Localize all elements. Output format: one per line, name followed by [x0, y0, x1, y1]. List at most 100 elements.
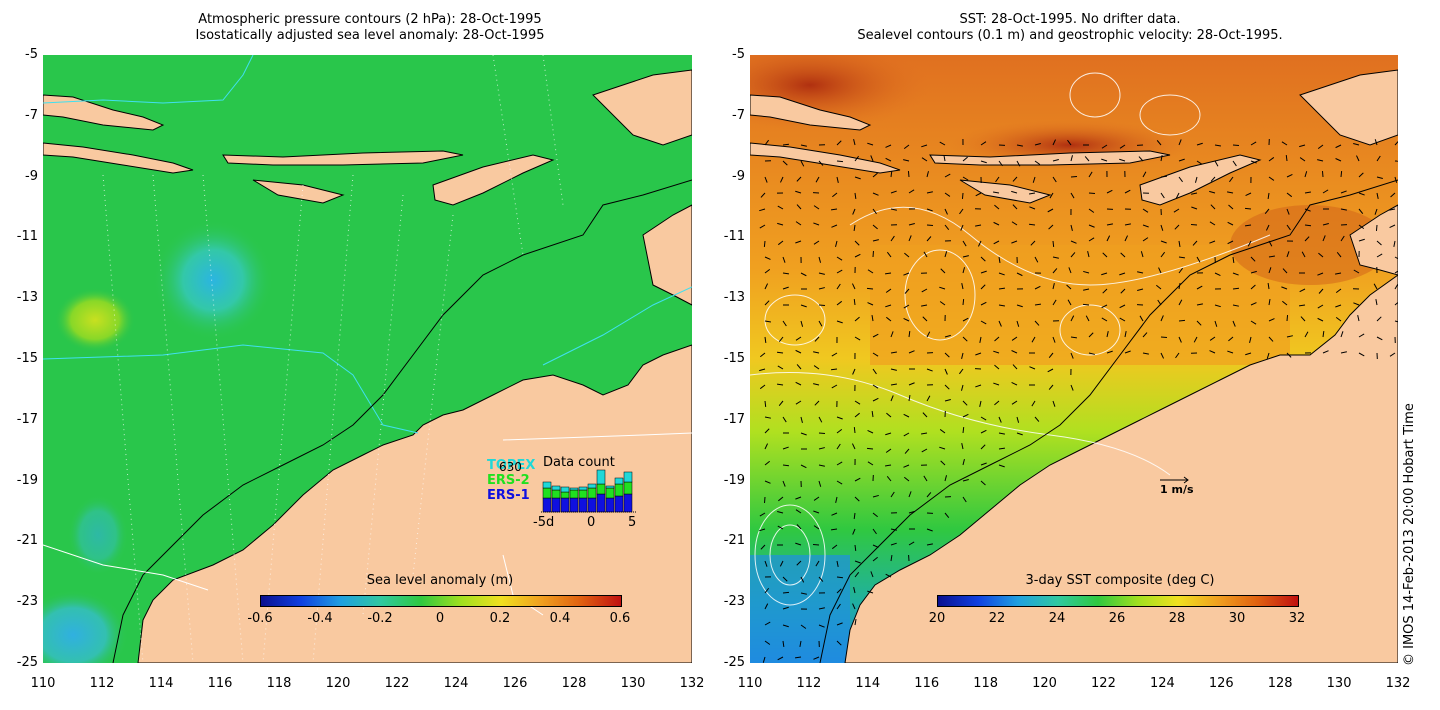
left-x-tick: 130 [620, 676, 646, 691]
velocity-arrow [1232, 304, 1239, 307]
velocity-arrow [994, 364, 1000, 370]
velocity-arrow [980, 462, 987, 466]
velocity-arrow [851, 443, 856, 450]
velocity-arrow [904, 448, 910, 454]
velocity-arrow [796, 560, 802, 566]
velocity-arrow [832, 192, 838, 198]
velocity-arrow [903, 272, 910, 276]
velocity-arrow [818, 287, 825, 290]
velocity-arrow [1119, 317, 1126, 322]
velocity-arrow [1102, 252, 1108, 258]
velocity-arrow [1160, 315, 1164, 322]
data-count-bar [578, 489, 588, 499]
velocity-arrow [1374, 139, 1378, 146]
velocity-arrow [800, 576, 805, 583]
velocity-arrow [1196, 142, 1203, 146]
australia-landmass [137, 344, 692, 663]
right-y-tick: -15 [723, 351, 745, 366]
velocity-arrow [908, 382, 915, 386]
velocity-arrow [1034, 160, 1041, 165]
data-count-bar [569, 487, 579, 491]
velocity-arrow [782, 272, 790, 275]
velocity-arrow [836, 416, 843, 420]
velocity-arrow [1160, 175, 1168, 178]
right-colorbar-tick: 30 [1228, 611, 1246, 626]
velocity-arrow [1070, 384, 1074, 391]
velocity-arrow [926, 224, 934, 227]
velocity-arrow [1088, 352, 1095, 355]
velocity-arrow [921, 288, 928, 293]
velocity-arrow [921, 448, 928, 453]
velocity-arrow [764, 139, 770, 146]
velocity-arrow [890, 170, 893, 178]
velocity-arrow [1101, 272, 1108, 276]
velocity-arrow [1178, 283, 1181, 290]
velocity-arrow [836, 256, 843, 261]
velocity-arrow [908, 222, 915, 226]
velocity-arrow [1394, 301, 1398, 306]
velocity-arrow [962, 336, 968, 342]
velocity-arrow [1011, 221, 1018, 226]
velocity-arrow [759, 208, 766, 212]
velocity-arrow [1358, 208, 1364, 214]
left-x-tick: 110 [30, 676, 56, 691]
velocity-arrow [1281, 286, 1288, 290]
velocity-arrow [764, 176, 768, 183]
velocity-arrow [866, 287, 874, 290]
velocity-arrow [1358, 333, 1365, 338]
velocity-arrow [764, 603, 769, 610]
velocity-arrow [944, 251, 948, 258]
velocity-arrow [1191, 192, 1198, 195]
velocity-arrow [1318, 288, 1324, 294]
velocity-arrow [1340, 331, 1344, 338]
velocity-arrow [1088, 208, 1095, 213]
velocity-arrow [1174, 224, 1180, 230]
velocity-arrow [777, 510, 784, 514]
velocity-arrow [764, 416, 771, 419]
velocity-arrow [782, 576, 788, 582]
velocity-arrow [814, 336, 820, 342]
velocity-arrow [1070, 192, 1075, 199]
velocity-arrow [998, 304, 1005, 307]
velocity-arrow [795, 221, 802, 226]
data-count-bar [596, 469, 606, 485]
velocity-arrow [1210, 204, 1216, 210]
velocity-arrow [1196, 303, 1203, 306]
velocity-arrow [1047, 368, 1054, 373]
velocity-arrow [962, 267, 966, 274]
velocity-arrow [872, 224, 878, 230]
velocity-arrow [1101, 144, 1108, 149]
velocity-arrow [1232, 272, 1239, 276]
velocity-arrow [1178, 158, 1185, 162]
velocity-arrow [1012, 176, 1018, 182]
velocity-arrow [939, 141, 946, 146]
velocity-arrow [1070, 224, 1073, 231]
velocity-arrow [1178, 299, 1183, 306]
data-count-bar [578, 486, 588, 491]
velocity-arrow [872, 544, 879, 548]
right-x-tick: 132 [1385, 676, 1411, 691]
velocity-arrow [800, 432, 807, 436]
velocity-arrow [1250, 160, 1257, 164]
velocity-arrow [1191, 206, 1198, 210]
velocity-arrow [939, 301, 946, 306]
velocity-arrow [1193, 336, 1198, 343]
velocity-arrow [995, 176, 1000, 183]
velocity-arrow [1268, 240, 1273, 247]
right-colorbar-tick: 26 [1108, 611, 1126, 626]
velocity-arrow [1286, 224, 1291, 231]
velocity-arrow [818, 416, 823, 423]
left-map-panel [43, 55, 692, 663]
right-y-tick: -21 [723, 533, 745, 549]
velocity-arrow [1247, 240, 1252, 247]
velocity-arrow [1299, 157, 1306, 162]
velocity-arrow [962, 156, 968, 162]
velocity-arrow [1286, 335, 1293, 338]
legend-ers1: ERS-1 [487, 488, 530, 503]
right-panel-title: SST: 28-Oct-1995. No drifter data. Seale… [820, 12, 1320, 44]
right-y-tick: -9 [732, 168, 745, 184]
velocity-arrow [998, 416, 1002, 423]
velocity-arrow [818, 160, 824, 166]
velocity-arrow [1340, 170, 1343, 178]
velocity-arrow [867, 590, 874, 594]
